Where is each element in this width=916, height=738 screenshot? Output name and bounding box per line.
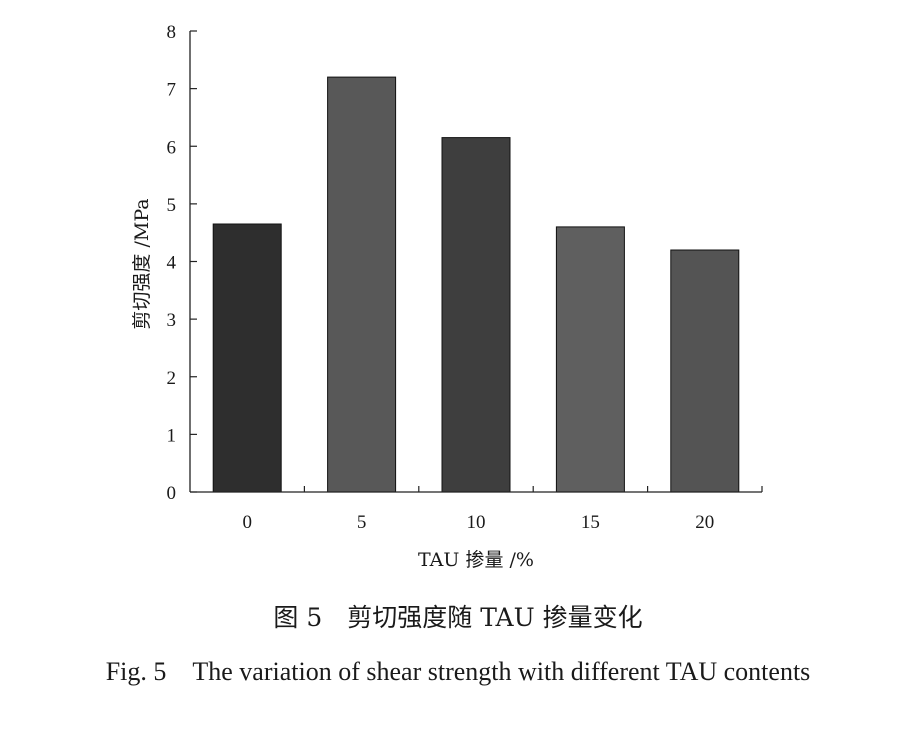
y-tick-label: 0	[167, 483, 177, 504]
axes-layer: 0 1 2 3 4 5 6 7 8 0 5 10 15 20	[167, 22, 763, 533]
bar-chart: 0 1 2 3 4 5 6 7 8 0 5 10 15 20 TAU 掺量 /% 剪切强度 /MPa	[131, 22, 763, 571]
y-axis-title: 剪切强度 /MPa	[131, 198, 153, 329]
figure-caption-cn: 图 5 剪切强度随 TAU 掺量变化	[273, 603, 643, 632]
y-tick-label: 1	[167, 425, 177, 446]
bar-20	[670, 249, 740, 493]
y-tick-label: 3	[167, 310, 177, 331]
bar-10	[441, 137, 511, 493]
y-tick-label: 4	[167, 253, 177, 274]
x-tick-label: 20	[695, 512, 714, 533]
bar-0	[212, 223, 282, 493]
y-tick-label: 5	[167, 195, 177, 216]
x-tick-label: 5	[357, 512, 367, 533]
bar-5	[327, 76, 397, 493]
y-tick-label: 2	[167, 368, 177, 389]
x-tick-label: 0	[242, 512, 252, 533]
bars-layer	[212, 76, 740, 493]
bar-15	[555, 226, 625, 493]
figure-caption-en: Fig. 5 The variation of shear strength w…	[105, 657, 811, 686]
x-tick-label: 15	[581, 512, 600, 533]
y-tick-label: 7	[167, 80, 177, 101]
x-tick-label: 10	[467, 512, 486, 533]
y-tick-label: 8	[167, 22, 177, 43]
x-axis-title: TAU 掺量 /%	[418, 549, 534, 571]
y-tick-label: 6	[167, 137, 177, 158]
